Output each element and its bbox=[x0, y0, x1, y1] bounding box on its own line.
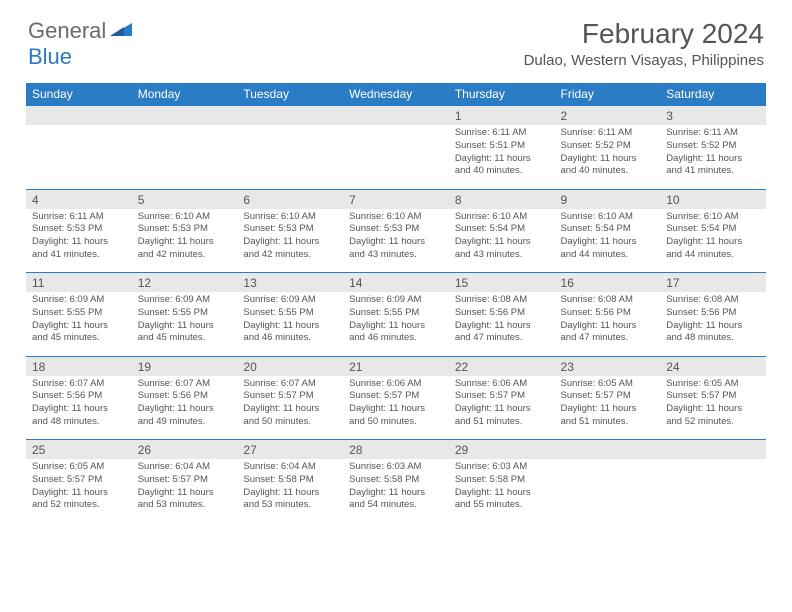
day-number: 9 bbox=[555, 189, 661, 209]
day-number: 4 bbox=[26, 189, 132, 209]
day-body: Sunrise: 6:11 AMSunset: 5:53 PMDaylight:… bbox=[26, 209, 132, 273]
day-body bbox=[555, 459, 661, 523]
day-body: Sunrise: 6:08 AMSunset: 5:56 PMDaylight:… bbox=[449, 292, 555, 356]
day-body: Sunrise: 6:10 AMSunset: 5:54 PMDaylight:… bbox=[660, 209, 766, 273]
week-body-row: Sunrise: 6:07 AMSunset: 5:56 PMDaylight:… bbox=[26, 376, 766, 440]
week-body-row: Sunrise: 6:09 AMSunset: 5:55 PMDaylight:… bbox=[26, 292, 766, 356]
logo-text-1: General bbox=[28, 18, 106, 44]
week-body-row: Sunrise: 6:11 AMSunset: 5:53 PMDaylight:… bbox=[26, 209, 766, 273]
week-number-row: 123 bbox=[26, 106, 766, 126]
day-header: Sunday bbox=[26, 83, 132, 106]
day-number: 26 bbox=[132, 440, 238, 460]
month-title: February 2024 bbox=[524, 18, 764, 50]
day-number: 5 bbox=[132, 189, 238, 209]
logo-triangle-icon bbox=[110, 20, 132, 43]
day-body: Sunrise: 6:06 AMSunset: 5:57 PMDaylight:… bbox=[343, 376, 449, 440]
day-body: Sunrise: 6:11 AMSunset: 5:52 PMDaylight:… bbox=[660, 125, 766, 189]
header: General February 2024 Dulao, Western Vis… bbox=[0, 0, 792, 75]
day-number: 1 bbox=[449, 106, 555, 126]
day-body: Sunrise: 6:09 AMSunset: 5:55 PMDaylight:… bbox=[343, 292, 449, 356]
day-number bbox=[555, 440, 661, 460]
day-number: 6 bbox=[237, 189, 343, 209]
day-body: Sunrise: 6:03 AMSunset: 5:58 PMDaylight:… bbox=[343, 459, 449, 523]
day-number: 7 bbox=[343, 189, 449, 209]
day-body: Sunrise: 6:11 AMSunset: 5:52 PMDaylight:… bbox=[555, 125, 661, 189]
day-number: 3 bbox=[660, 106, 766, 126]
day-body: Sunrise: 6:10 AMSunset: 5:54 PMDaylight:… bbox=[449, 209, 555, 273]
day-body: Sunrise: 6:10 AMSunset: 5:53 PMDaylight:… bbox=[237, 209, 343, 273]
week-body-row: Sunrise: 6:11 AMSunset: 5:51 PMDaylight:… bbox=[26, 125, 766, 189]
week-number-row: 2526272829 bbox=[26, 440, 766, 460]
day-number: 15 bbox=[449, 273, 555, 293]
day-number: 25 bbox=[26, 440, 132, 460]
day-body: Sunrise: 6:04 AMSunset: 5:57 PMDaylight:… bbox=[132, 459, 238, 523]
week-number-row: 11121314151617 bbox=[26, 273, 766, 293]
day-number: 17 bbox=[660, 273, 766, 293]
day-number: 19 bbox=[132, 356, 238, 376]
day-body bbox=[26, 125, 132, 189]
day-body: Sunrise: 6:04 AMSunset: 5:58 PMDaylight:… bbox=[237, 459, 343, 523]
day-header: Monday bbox=[132, 83, 238, 106]
day-body bbox=[343, 125, 449, 189]
day-number bbox=[660, 440, 766, 460]
day-body: Sunrise: 6:07 AMSunset: 5:57 PMDaylight:… bbox=[237, 376, 343, 440]
day-body: Sunrise: 6:08 AMSunset: 5:56 PMDaylight:… bbox=[660, 292, 766, 356]
day-body: Sunrise: 6:03 AMSunset: 5:58 PMDaylight:… bbox=[449, 459, 555, 523]
day-body: Sunrise: 6:07 AMSunset: 5:56 PMDaylight:… bbox=[26, 376, 132, 440]
day-number: 23 bbox=[555, 356, 661, 376]
day-header: Friday bbox=[555, 83, 661, 106]
day-body: Sunrise: 6:05 AMSunset: 5:57 PMDaylight:… bbox=[26, 459, 132, 523]
day-header: Tuesday bbox=[237, 83, 343, 106]
day-number: 28 bbox=[343, 440, 449, 460]
day-number: 27 bbox=[237, 440, 343, 460]
day-number bbox=[26, 106, 132, 126]
day-number: 12 bbox=[132, 273, 238, 293]
week-body-row: Sunrise: 6:05 AMSunset: 5:57 PMDaylight:… bbox=[26, 459, 766, 523]
logo-sub: Blue bbox=[28, 44, 72, 70]
day-header: Wednesday bbox=[343, 83, 449, 106]
logo: General bbox=[28, 18, 134, 44]
day-body: Sunrise: 6:10 AMSunset: 5:53 PMDaylight:… bbox=[343, 209, 449, 273]
location: Dulao, Western Visayas, Philippines bbox=[524, 52, 764, 69]
day-body bbox=[237, 125, 343, 189]
week-number-row: 45678910 bbox=[26, 189, 766, 209]
day-body: Sunrise: 6:09 AMSunset: 5:55 PMDaylight:… bbox=[26, 292, 132, 356]
day-number: 21 bbox=[343, 356, 449, 376]
day-body: Sunrise: 6:07 AMSunset: 5:56 PMDaylight:… bbox=[132, 376, 238, 440]
day-body: Sunrise: 6:11 AMSunset: 5:51 PMDaylight:… bbox=[449, 125, 555, 189]
day-body: Sunrise: 6:09 AMSunset: 5:55 PMDaylight:… bbox=[132, 292, 238, 356]
day-body: Sunrise: 6:06 AMSunset: 5:57 PMDaylight:… bbox=[449, 376, 555, 440]
day-number: 24 bbox=[660, 356, 766, 376]
calendar-body: 123 Sunrise: 6:11 AMSunset: 5:51 PMDayli… bbox=[26, 106, 766, 524]
day-body bbox=[660, 459, 766, 523]
week-number-row: 18192021222324 bbox=[26, 356, 766, 376]
day-body: Sunrise: 6:10 AMSunset: 5:54 PMDaylight:… bbox=[555, 209, 661, 273]
day-number: 11 bbox=[26, 273, 132, 293]
day-number: 14 bbox=[343, 273, 449, 293]
day-body: Sunrise: 6:08 AMSunset: 5:56 PMDaylight:… bbox=[555, 292, 661, 356]
day-header: Thursday bbox=[449, 83, 555, 106]
logo-text-2: Blue bbox=[28, 44, 72, 69]
title-block: February 2024 Dulao, Western Visayas, Ph… bbox=[524, 18, 764, 69]
day-number: 18 bbox=[26, 356, 132, 376]
day-number bbox=[132, 106, 238, 126]
day-body: Sunrise: 6:05 AMSunset: 5:57 PMDaylight:… bbox=[660, 376, 766, 440]
day-number bbox=[343, 106, 449, 126]
day-header-row: SundayMondayTuesdayWednesdayThursdayFrid… bbox=[26, 83, 766, 106]
day-header: Saturday bbox=[660, 83, 766, 106]
day-number bbox=[237, 106, 343, 126]
day-body: Sunrise: 6:05 AMSunset: 5:57 PMDaylight:… bbox=[555, 376, 661, 440]
day-number: 29 bbox=[449, 440, 555, 460]
day-number: 8 bbox=[449, 189, 555, 209]
day-body bbox=[132, 125, 238, 189]
calendar-table: SundayMondayTuesdayWednesdayThursdayFrid… bbox=[26, 83, 766, 523]
day-number: 13 bbox=[237, 273, 343, 293]
day-number: 22 bbox=[449, 356, 555, 376]
day-number: 2 bbox=[555, 106, 661, 126]
day-body: Sunrise: 6:10 AMSunset: 5:53 PMDaylight:… bbox=[132, 209, 238, 273]
day-number: 20 bbox=[237, 356, 343, 376]
day-number: 10 bbox=[660, 189, 766, 209]
day-body: Sunrise: 6:09 AMSunset: 5:55 PMDaylight:… bbox=[237, 292, 343, 356]
day-number: 16 bbox=[555, 273, 661, 293]
